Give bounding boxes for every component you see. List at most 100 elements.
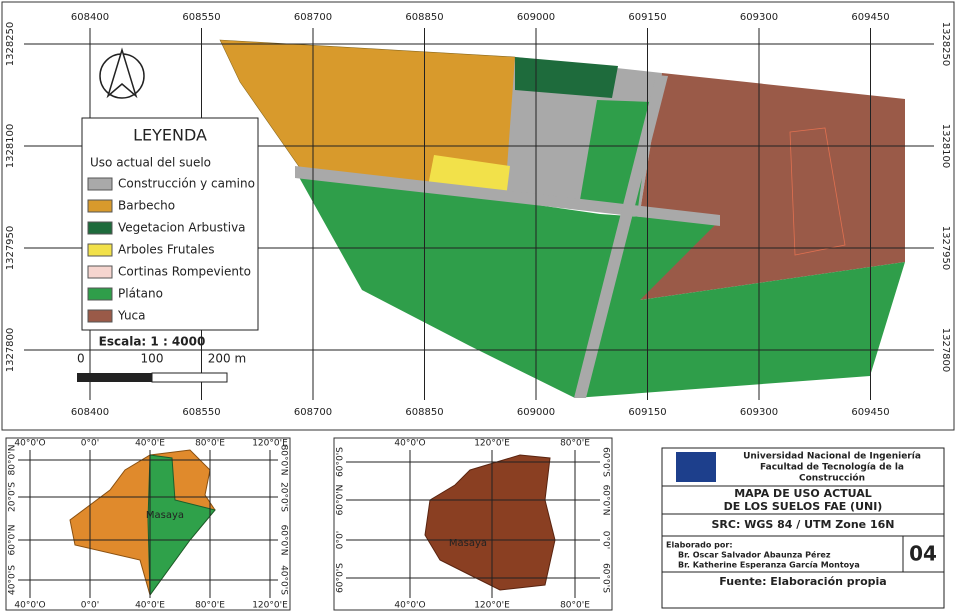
lon-label: 40°0'E: [135, 601, 165, 611]
lon-label: 120°0'E: [252, 439, 288, 449]
lat-label: 60°0'S: [336, 447, 346, 477]
lon-label: 80°0'E: [195, 601, 225, 611]
lat-label: 20°0'S: [279, 482, 289, 512]
x-coord-label: 609150: [628, 12, 666, 23]
lon-label: 80°0'E: [195, 439, 225, 449]
legend-label: Cortinas Rompeviento: [118, 265, 251, 279]
legend-swatch: [87, 265, 113, 279]
y-coord-label: 1327800: [940, 328, 951, 373]
lon-label: 80°0'E: [560, 601, 590, 611]
legend-swatch: [87, 221, 113, 235]
x-coord-label: 609300: [740, 12, 778, 23]
legend-title: LEYENDA: [133, 126, 207, 145]
lat-label: 80°0'N: [279, 445, 289, 476]
scale-label: 100: [141, 352, 164, 366]
x-coord-label: 608550: [182, 12, 220, 23]
sheet-number: 04: [909, 542, 937, 566]
legend-swatch: [87, 287, 113, 301]
legend-swatch: [87, 199, 113, 213]
legend-label: Plátano: [118, 287, 163, 301]
legend-label: Barbecho: [118, 199, 175, 213]
road: [295, 166, 720, 226]
lat-label: 0°0': [601, 531, 611, 549]
author: Br. Oscar Salvador Abaunza Pérez: [678, 550, 831, 560]
lon-label: 40°0'E: [135, 439, 165, 449]
inset-world-place: Masaya: [146, 510, 184, 521]
y-coord-label: 1327950: [940, 226, 951, 271]
lat-label: 60°0'N: [8, 525, 18, 556]
scale-label: 0: [77, 352, 85, 366]
scale-title: Escala: 1 : 4000: [99, 335, 206, 349]
lat-label: 60°0'S: [601, 563, 611, 593]
legend-label: Construcción y camino: [118, 177, 255, 191]
lat-label: 60°0'S: [336, 563, 346, 593]
lat-label: 40°0'S: [8, 565, 18, 595]
lon-label: 0°0': [81, 601, 99, 611]
y-coord-label: 1328100: [940, 124, 951, 169]
lat-label: 60°0'S: [601, 447, 611, 477]
x-coord-label: 609450: [851, 12, 889, 23]
y-coord-label: 1327800: [5, 328, 16, 373]
title-block: Universidad Nacional de Ingeniería Facul…: [661, 447, 945, 609]
inset-world-grid: 40°0'O 40°0'O 0°0' 0°0' 40°0'E 40°0'E 80°0'E 80…: [8, 439, 289, 611]
x-coord-label: 608700: [294, 12, 332, 23]
faculty: Facultad de Tecnología de la: [760, 463, 904, 473]
x-coord-label: 609000: [517, 407, 555, 418]
cortinas: [789, 127, 846, 256]
lat-label: 40°0'S: [279, 565, 289, 595]
faculty: Construcción: [799, 473, 865, 484]
lon-label: 120°0'E: [474, 439, 510, 449]
lon-label: 0°0': [81, 439, 99, 449]
x-coord-label: 608400: [71, 407, 109, 418]
map-title: MAPA DE USO ACTUAL: [734, 487, 872, 500]
lat-label: 80°0'N: [8, 445, 18, 476]
legend-subtitle: Uso actual del suelo: [90, 156, 211, 170]
lon-label: 40°0'O: [14, 439, 45, 449]
lat-label: 0°0': [336, 531, 346, 549]
lon-label: 120°0'E: [474, 601, 510, 611]
x-coord-label: 609450: [851, 407, 889, 418]
source: Fuente: Elaboración propia: [719, 575, 886, 588]
legend-swatch: [87, 243, 113, 257]
lon-label: 120°0'E: [252, 601, 288, 611]
legend-label: Vegetacion Arbustiva: [118, 221, 246, 235]
lat-label: 20°0'S: [8, 482, 18, 512]
grid: 608400 608400 608550 608550 608700 608700 6088…: [5, 12, 951, 418]
x-coord-label: 609300: [740, 407, 778, 418]
vegetacion: [515, 57, 618, 98]
crs: SRC: WGS 84 / UTM Zone 16N: [712, 518, 895, 531]
lon-label: 80°0'E: [560, 439, 590, 449]
x-coord-label: 608400: [71, 12, 109, 23]
x-coord-label: 608700: [294, 407, 332, 418]
yuca: [640, 73, 905, 300]
x-coord-label: 608850: [405, 12, 443, 23]
inset-nicaragua-grid: 40°0'O 40°0'O 120°0'E 120°0'E 80°0'E 80°0'E 60…: [336, 439, 611, 611]
north-arrow: [99, 47, 145, 99]
platano: [295, 170, 905, 398]
scale-bar: 0 100 200 m: [77, 352, 246, 383]
legend-swatch: [87, 309, 113, 323]
lat-label: 60°0'N: [601, 485, 611, 516]
legend-label: Arboles Frutales: [118, 243, 214, 257]
x-coord-label: 608550: [182, 407, 220, 418]
y-coord-label: 1328250: [940, 22, 951, 67]
y-coord-label: 1328250: [5, 22, 16, 67]
x-coord-label: 608850: [405, 407, 443, 418]
university: Universidad Nacional de Ingeniería: [743, 452, 921, 462]
lon-label: 40°0'O: [394, 439, 425, 449]
lon-label: 40°0'O: [14, 601, 45, 611]
made-by: Elaborado por:: [666, 541, 733, 550]
lat-label: 60°0'N: [336, 485, 346, 516]
scale-label: 200 m: [208, 352, 246, 366]
lat-label: 60°0'N: [279, 525, 289, 556]
x-coord-label: 609000: [517, 12, 555, 23]
y-coord-label: 1328100: [5, 124, 16, 169]
author: Br. Katherine Esperanza García Montoya: [678, 561, 860, 570]
land-use: [219, 39, 905, 398]
road-vertical: [574, 75, 668, 398]
legend-swatch: [87, 177, 113, 191]
map-title: DE LOS SUELOS FAE (UNI): [724, 500, 883, 513]
y-coord-label: 1327950: [5, 226, 16, 271]
legend-label: Yuca: [117, 309, 146, 323]
